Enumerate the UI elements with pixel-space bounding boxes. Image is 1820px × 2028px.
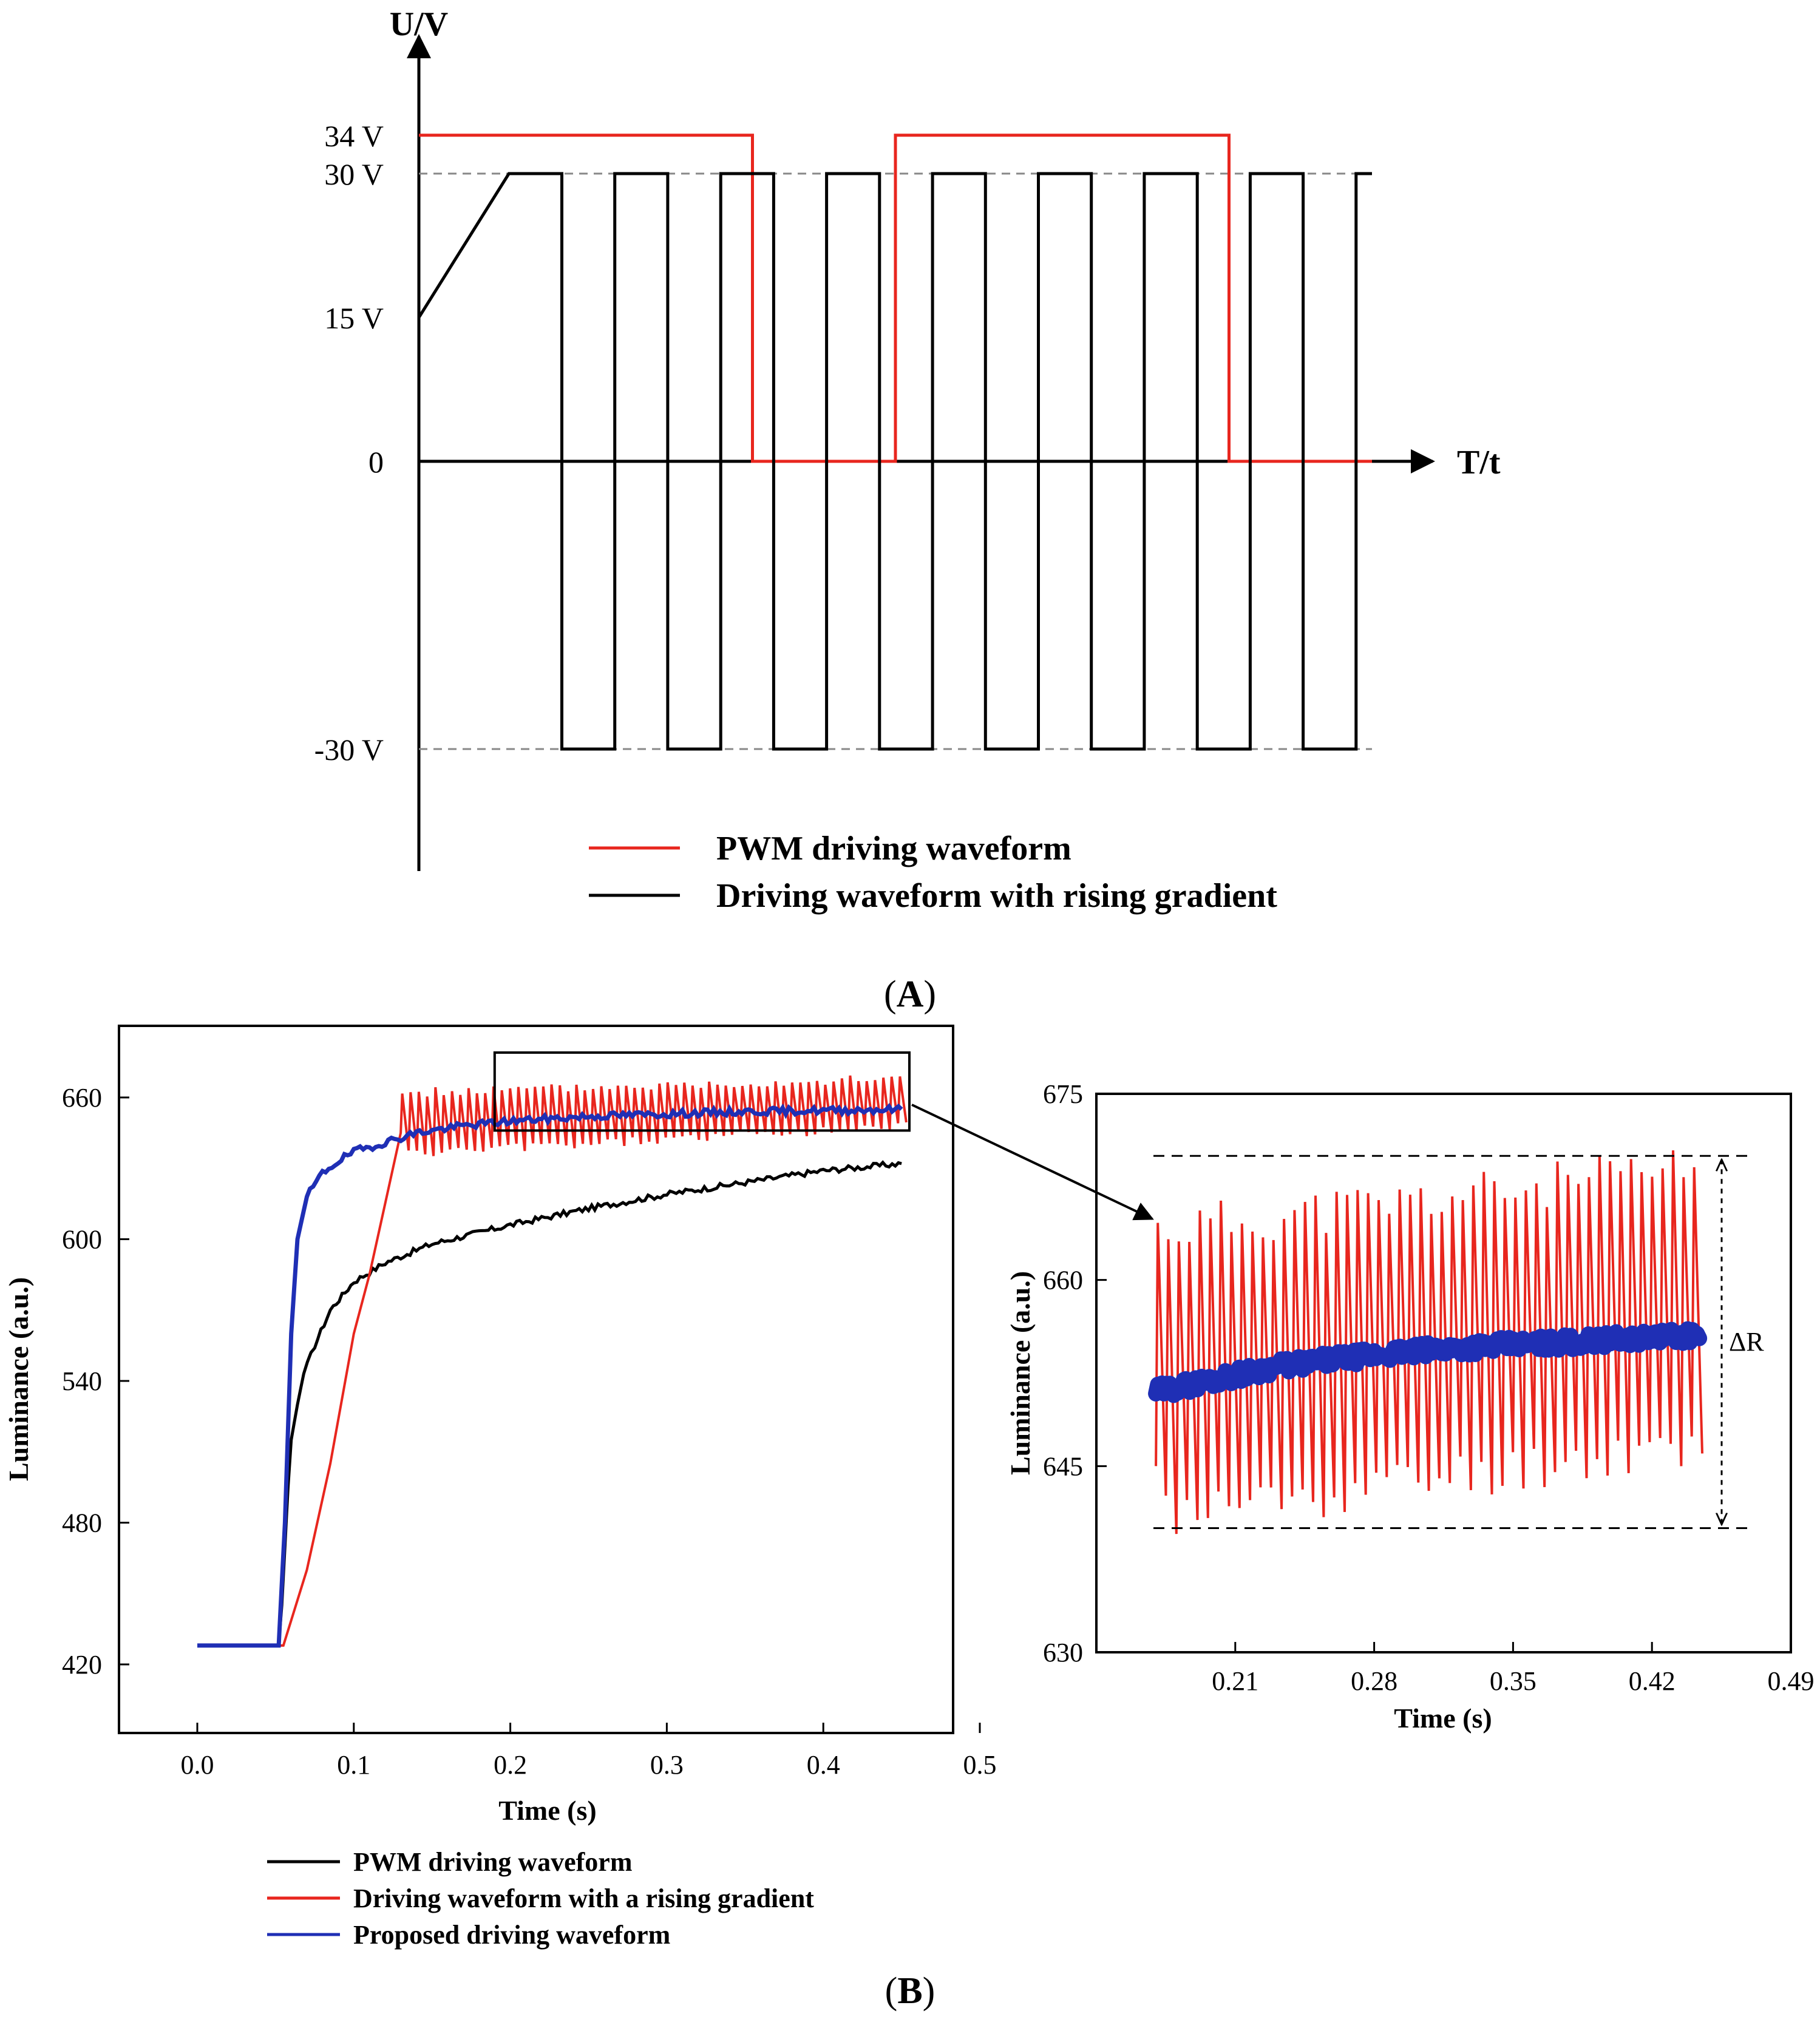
c-y-axis-label: Luminance (a.u.): [1005, 1271, 1036, 1475]
b-x-tick-label: 0.0: [181, 1750, 214, 1780]
b-x-tick-label: 0.4: [807, 1750, 840, 1780]
b-x-tick-label: 0.2: [494, 1750, 527, 1780]
c-delta-r-label: ΔR: [1729, 1327, 1764, 1357]
b-pwm-luminance-line: [197, 1160, 902, 1647]
a-legend-label-rising: Driving waveform with rising gradient: [716, 877, 1277, 915]
panel-b-zoom: 0.21 0.28 0.35 0.42 0.49 630 645 660 675 ΔR Time…: [1005, 1079, 1815, 1734]
a-y-tick-label: -30 V: [314, 733, 384, 767]
c-y-tick-label: 660: [1043, 1266, 1083, 1295]
b-y-tick-label: 660: [62, 1083, 102, 1113]
c-ticks: 0.21 0.28 0.35 0.42 0.49 630 645 660 675: [1043, 1079, 1815, 1696]
b-x-tick-label: 0.3: [650, 1750, 684, 1780]
panel-a-label: (A): [884, 974, 936, 1015]
c-y-tick-label: 630: [1043, 1638, 1083, 1667]
c-delta-r-markers: [1153, 1155, 1754, 1530]
c-x-tick-label: 0.21: [1212, 1666, 1258, 1696]
b-plot-frame: [118, 1025, 954, 1734]
b-y-axis-label: Luminance (a.u.): [3, 1277, 34, 1481]
a-legend-label-pwm: PWM driving waveform: [716, 830, 1071, 867]
c-x-tick-label: 0.35: [1490, 1666, 1536, 1696]
c-rising-gradient-luminance-line: [1155, 1150, 1703, 1535]
a-y-tick-labels: 34 V 30 V 15 V 0 -30 V: [314, 119, 384, 767]
a-rising-gradient-waveform-line: [417, 172, 1372, 751]
zoom-connector-arrow: [911, 1104, 1154, 1221]
b-zoom-box: [493, 1051, 911, 1132]
c-x-tick-label: 0.42: [1629, 1666, 1676, 1696]
c-proposed-luminance-line: [1148, 1321, 1708, 1403]
b-y-tick-label: 600: [62, 1225, 102, 1255]
b-x-tick-label: 0.5: [963, 1750, 997, 1780]
b-legend: PWM driving waveform Driving waveform wi…: [267, 1847, 814, 1950]
a-y-tick-label: 15 V: [324, 301, 384, 335]
panel-b-label: (B): [885, 1970, 935, 2012]
b-y-tick-label: 420: [62, 1650, 102, 1680]
c-y-tick-label: 645: [1043, 1451, 1083, 1481]
b-legend-label-rising: Driving waveform with a rising gradient: [353, 1884, 814, 1913]
c-y-tick-label: 675: [1043, 1079, 1083, 1109]
a-y-tick-label: 0: [368, 445, 384, 479]
a-legend: PWM driving waveform Driving waveform wi…: [589, 830, 1277, 915]
c-x-tick-label: 0.49: [1768, 1666, 1815, 1696]
c-plot-frame: [1095, 1093, 1792, 1653]
b-x-axis-label: Time (s): [498, 1795, 596, 1826]
panel-a: U/V T/t 34 V 30 V 15 V 0 -30 V PWM driving w…: [314, 5, 1501, 1015]
a-y-tick-label: 34 V: [324, 119, 384, 153]
b-rising-gradient-luminance-line: [197, 1075, 908, 1647]
a-y-axis-label: U/V: [390, 5, 448, 43]
c-x-axis-label: Time (s): [1394, 1703, 1492, 1734]
b-y-tick-label: 480: [62, 1508, 102, 1538]
b-x-tick-label: 0.1: [337, 1750, 370, 1780]
a-pwm-waveform-line: [419, 134, 1372, 463]
c-x-tick-label: 0.28: [1351, 1666, 1397, 1696]
a-y-tick-label: 30 V: [324, 157, 384, 191]
b-proposed-luminance-line: [197, 1103, 903, 1648]
b-legend-label-pwm: PWM driving waveform: [353, 1847, 632, 1877]
a-x-axis-label: T/t: [1457, 444, 1501, 481]
panel-b-main: 0.0 0.1 0.2 0.3 0.4 0.5 420 480 540 600 660 Time (…: [3, 1025, 997, 2012]
b-legend-label-proposed: Proposed driving waveform: [353, 1920, 670, 1950]
b-ticks: 0.0 0.1 0.2 0.3 0.4 0.5 420 480 540 600 660: [62, 1083, 997, 1780]
b-y-tick-label: 540: [62, 1366, 102, 1396]
